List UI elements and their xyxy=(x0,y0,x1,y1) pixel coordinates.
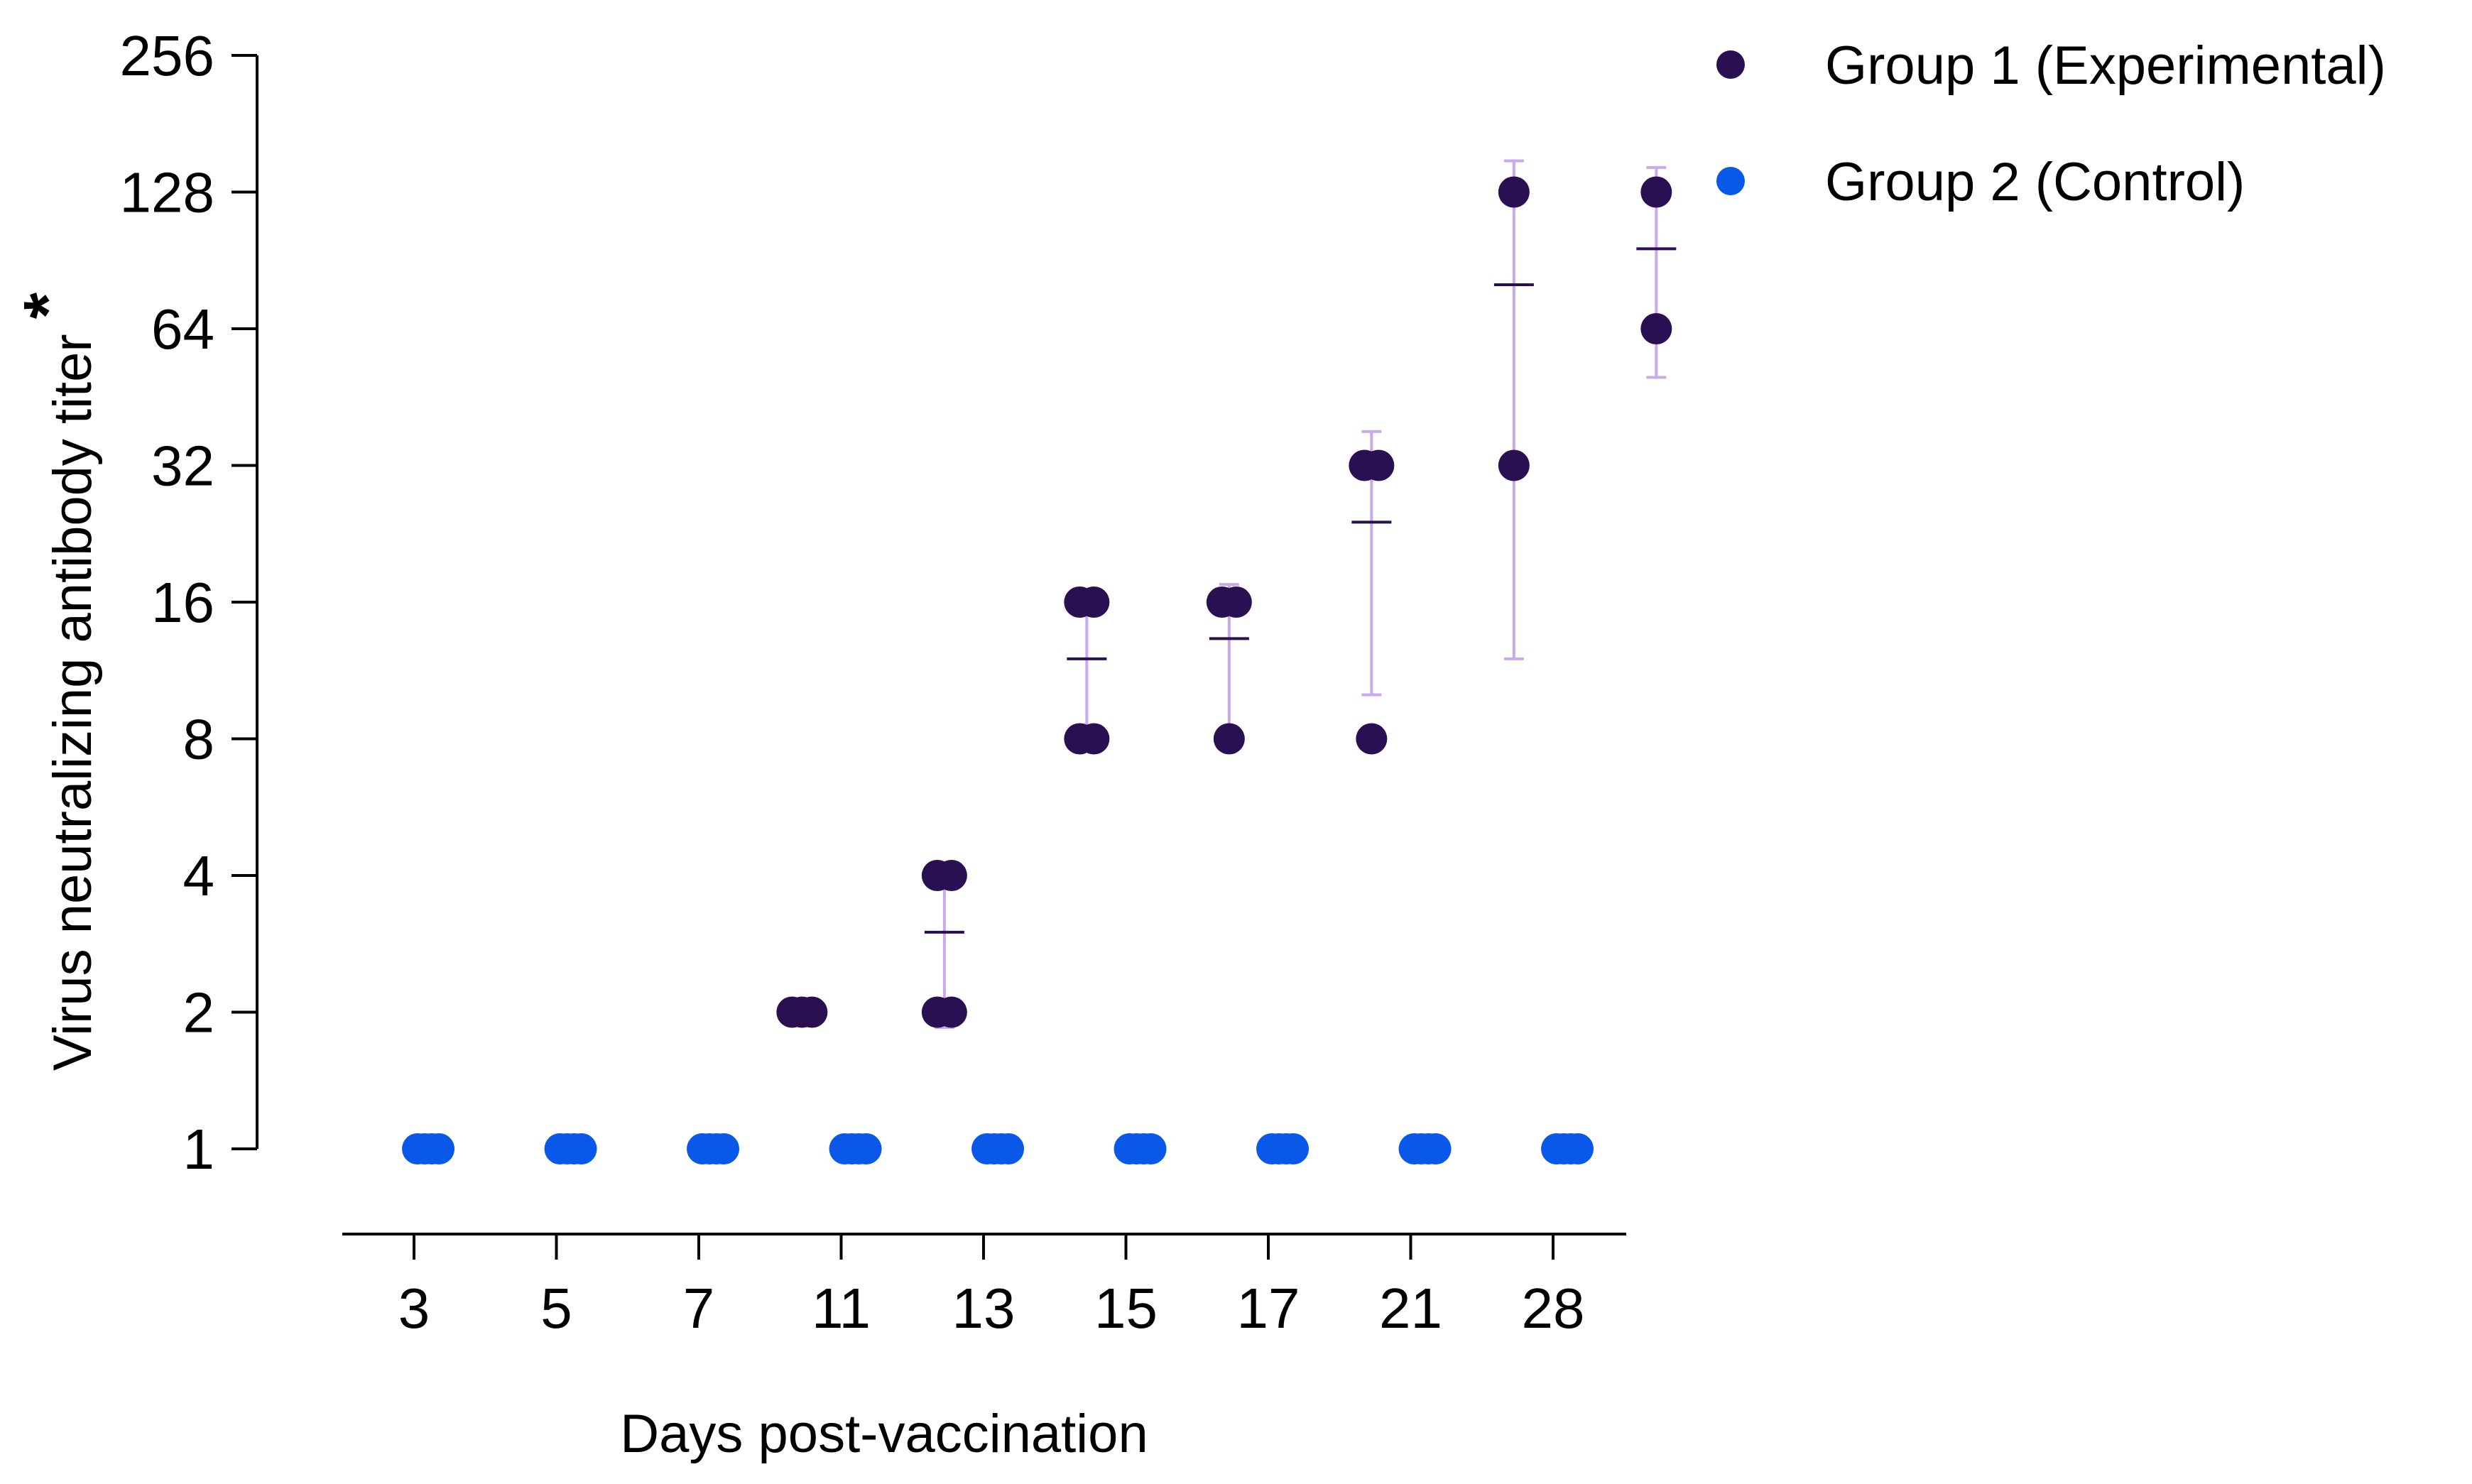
y-axis-title-text: Virus neutralizing antibody titer xyxy=(43,334,103,1071)
x-tick-label: 21 xyxy=(1379,1277,1442,1340)
data-point-group-2 xyxy=(708,1133,740,1164)
data-points xyxy=(402,176,1672,1164)
data-point-group-1 xyxy=(1640,313,1672,344)
y-tick-label: 256 xyxy=(120,24,214,87)
axes xyxy=(256,55,1626,1235)
x-tick-label: 7 xyxy=(683,1277,715,1340)
data-point-group-1 xyxy=(1078,586,1110,618)
data-point-group-1 xyxy=(1498,449,1530,481)
data-point-group-2 xyxy=(1420,1133,1452,1164)
legend-marker-group-1 xyxy=(1716,50,1745,79)
data-point-group-1 xyxy=(1078,723,1110,755)
x-tick-label: 15 xyxy=(1094,1277,1158,1340)
data-point-group-1 xyxy=(1640,176,1672,208)
legend-label-group-2: Group 2 (Control) xyxy=(1825,152,2245,212)
x-tick-label: 3 xyxy=(398,1277,430,1340)
data-point-group-2 xyxy=(1562,1133,1594,1164)
y-tick-label: 128 xyxy=(120,161,214,224)
y-axis-ticks: 1 2 4 8 16 32 64 128 256 xyxy=(120,24,257,1181)
data-point-group-1 xyxy=(796,996,828,1028)
x-tick-label: 11 xyxy=(812,1277,871,1340)
y-tick-label: 2 xyxy=(183,981,215,1044)
data-point-group-2 xyxy=(565,1133,597,1164)
data-point-group-1 xyxy=(935,860,967,891)
x-axis-ticks: 3 5 7 11 13 15 17 21 28 xyxy=(398,1234,1585,1340)
legend: Group 1 (Experimental) Group 2 (Control) xyxy=(1716,36,2386,212)
y-tick-label: 4 xyxy=(183,844,215,907)
y-tick-label: 16 xyxy=(151,571,214,634)
data-point-group-2 xyxy=(1278,1133,1309,1164)
y-axis-title-marker: * xyxy=(10,292,86,319)
data-point-group-2 xyxy=(1135,1133,1167,1164)
data-point-group-1 xyxy=(1498,176,1530,208)
legend-label-group-1: Group 1 (Experimental) xyxy=(1825,36,2386,96)
data-point-group-2 xyxy=(993,1133,1025,1164)
x-tick-label: 17 xyxy=(1237,1277,1300,1340)
data-point-group-2 xyxy=(423,1133,455,1164)
data-point-group-1 xyxy=(1356,723,1388,755)
y-axis-title: Virus neutralizing antibody titer * xyxy=(10,292,103,1071)
data-point-group-1 xyxy=(1363,449,1395,481)
x-tick-label: 5 xyxy=(540,1277,572,1340)
y-tick-label: 64 xyxy=(151,298,214,361)
data-point-group-1 xyxy=(935,996,967,1028)
data-point-group-1 xyxy=(1213,723,1245,755)
data-point-group-1 xyxy=(1220,586,1252,618)
y-tick-label: 8 xyxy=(183,708,215,771)
y-tick-label: 32 xyxy=(151,435,214,498)
data-point-group-2 xyxy=(850,1133,882,1164)
x-axis-title: Days post-vaccination xyxy=(620,1404,1148,1464)
x-tick-label: 13 xyxy=(952,1277,1016,1340)
x-tick-label: 28 xyxy=(1522,1277,1585,1340)
legend-marker-group-2 xyxy=(1716,167,1745,195)
y-tick-label: 1 xyxy=(183,1118,215,1181)
